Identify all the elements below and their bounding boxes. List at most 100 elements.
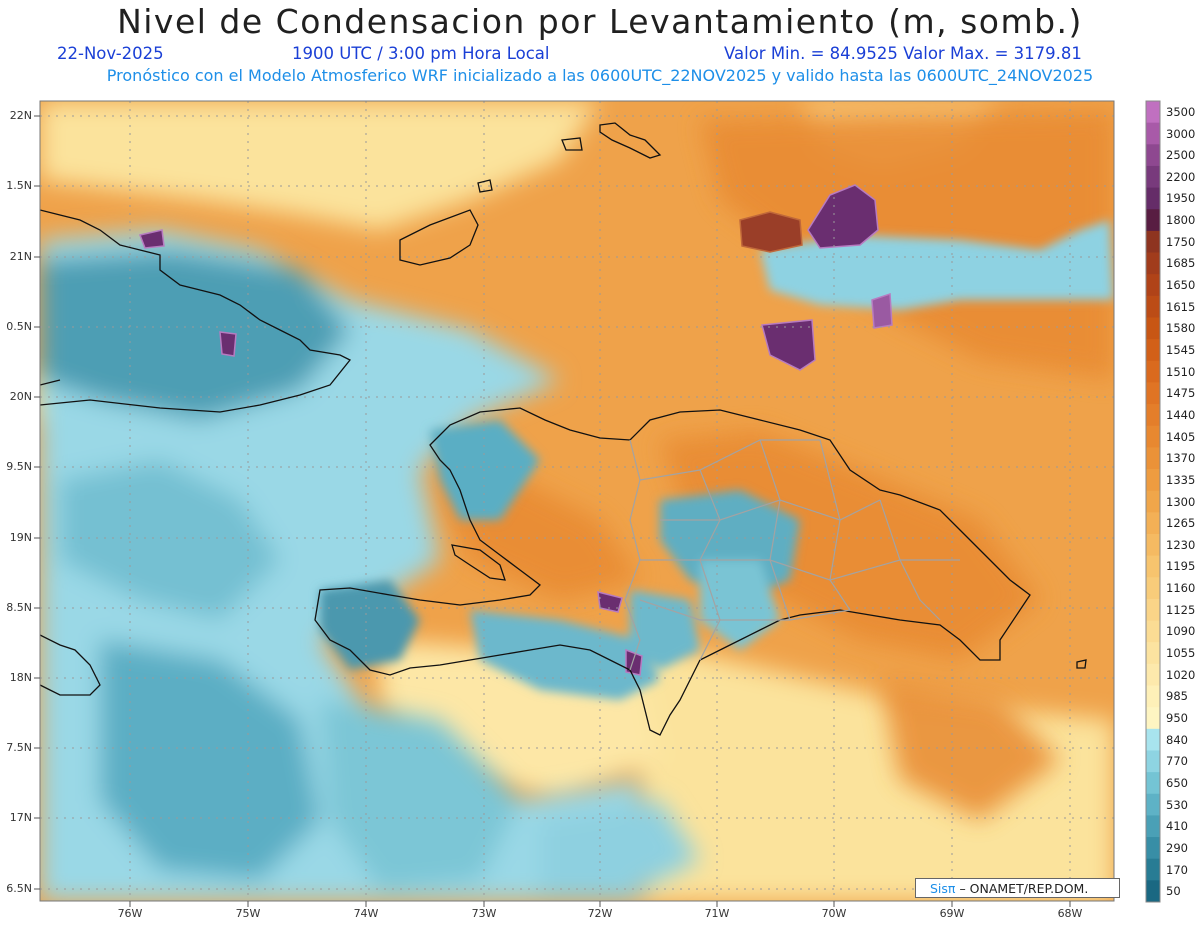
lat-label: 18N — [9, 671, 32, 684]
lat-label: 17N — [9, 811, 32, 824]
colorbar-frame — [1145, 100, 1161, 903]
colorbar-label: 290 — [1166, 840, 1188, 855]
colorbar-swatch — [1146, 598, 1160, 622]
lat-label: 6.5N — [6, 882, 32, 895]
colorbar-swatch — [1146, 880, 1160, 903]
colorbar-label: 50 — [1166, 884, 1181, 899]
lon-label: 73W — [471, 907, 497, 920]
lon-label: 76W — [117, 907, 143, 920]
province-borders — [624, 439, 960, 671]
colorbar-swatch — [1146, 209, 1160, 232]
colorbar-swatch — [1146, 187, 1160, 210]
colorbar-swatch — [1146, 490, 1160, 513]
lon-label: 72W — [587, 907, 613, 920]
lat-label: 20N — [9, 390, 32, 403]
shaded-field — [40, 101, 1114, 901]
colorbar-label: 1090 — [1166, 624, 1196, 639]
colorbar-swatch — [1146, 382, 1160, 405]
colorbar-swatch — [1146, 144, 1160, 167]
colorbar-label: 1950 — [1166, 191, 1196, 206]
colorbar-swatch — [1146, 620, 1160, 643]
lat-label: 9.5N — [6, 460, 32, 473]
min-max-label: Valor Min. = 84.9525 Valor Max. = 3179.8… — [724, 44, 1082, 63]
time-label: 1900 UTC / 3:00 pm Hora Local — [292, 44, 550, 63]
colorbar-label: 2200 — [1166, 169, 1196, 184]
colorbar-swatch — [1146, 252, 1160, 275]
colorbar-label: 1650 — [1166, 278, 1196, 292]
colorbar-label: 1160 — [1166, 581, 1196, 596]
colorbar-swatch — [1146, 230, 1160, 254]
colorbar-swatch — [1146, 404, 1160, 427]
colorbar-swatch — [1146, 837, 1160, 860]
colorbar-label: 1440 — [1166, 407, 1196, 422]
lon-label: 70W — [821, 907, 847, 920]
colorbar-label: 170 — [1166, 862, 1188, 877]
colorbar-label: 1230 — [1166, 537, 1196, 552]
colorbar-label: 1580 — [1166, 321, 1196, 336]
colorbar-swatch — [1146, 663, 1160, 687]
map-title: Nivel de Condensacion por Levantamiento … — [117, 2, 1083, 41]
colorbar-label: 1750 — [1166, 234, 1196, 249]
colorbar-label: 1510 — [1166, 364, 1196, 379]
lat-label: 19N — [9, 531, 32, 544]
colorbar-swatch — [1146, 815, 1160, 838]
lon-label: 71W — [704, 907, 730, 920]
colorbar-label: 1265 — [1166, 516, 1196, 531]
colorbar-label: 985 — [1166, 689, 1188, 704]
colorbar-label: 840 — [1166, 732, 1188, 747]
colorbar-swatch — [1146, 122, 1160, 145]
colorbar-label: 3000 — [1166, 126, 1196, 141]
colorbar-swatch — [1146, 360, 1160, 383]
colorbar-swatch — [1146, 793, 1160, 816]
colorbar-swatch — [1146, 317, 1160, 340]
colorbar-swatch — [1146, 707, 1160, 730]
colorbar-swatch — [1146, 165, 1160, 189]
colorbar-swatch — [1146, 295, 1160, 318]
colorbar-label: 530 — [1166, 797, 1188, 812]
colorbar-swatch — [1146, 642, 1160, 665]
colorbar-swatch — [1146, 555, 1160, 578]
lat-label: 22N — [9, 109, 32, 122]
colorbar-label: 1685 — [1166, 256, 1196, 271]
colorbar-label: 1020 — [1166, 667, 1196, 682]
coastlines — [40, 122, 1087, 736]
lat-label: 7.5N — [6, 741, 32, 754]
graticule — [40, 101, 1114, 901]
colorbar-swatch — [1146, 750, 1160, 773]
colorbar-label: 1615 — [1166, 299, 1196, 314]
colorbar-swatch — [1146, 425, 1160, 448]
colorbar-label: 2500 — [1166, 148, 1196, 163]
credit-text: – ONAMET/REP.DOM. — [959, 881, 1089, 896]
colorbar-label: 1125 — [1166, 602, 1196, 617]
colorbar-label: 770 — [1166, 754, 1188, 769]
credit-box: Sisπ – ONAMET/REP.DOM. — [915, 878, 1120, 898]
colorbar-swatch — [1146, 533, 1160, 557]
colorbar-swatch — [1146, 685, 1160, 708]
lon-label: 68W — [1057, 907, 1083, 920]
lon-label: 69W — [939, 907, 965, 920]
colorbar-label: 650 — [1166, 775, 1188, 790]
lat-label: 1.5N — [6, 179, 32, 192]
forecast-label: Pronóstico con el Modelo Atmosferico WRF… — [106, 66, 1094, 85]
colorbar-swatch — [1146, 512, 1160, 535]
colorbar-swatch — [1146, 772, 1160, 795]
colorbar-swatch — [1146, 469, 1160, 492]
colorbar-swatch — [1146, 728, 1160, 751]
colorbar-swatch — [1146, 577, 1160, 600]
colorbar-label: 1055 — [1166, 646, 1196, 660]
colorbar-swatch — [1146, 101, 1160, 124]
lat-label: 8.5N — [6, 601, 32, 614]
colorbar-label: 410 — [1166, 819, 1188, 834]
lat-label: 21N — [9, 250, 32, 263]
colorbar-label: 1545 — [1166, 343, 1196, 357]
colorbar-label: 1405 — [1166, 429, 1196, 444]
colorbar-swatch — [1146, 858, 1160, 881]
lon-label: 74W — [353, 907, 379, 920]
colorbar-swatch — [1146, 339, 1160, 362]
colorbar-swatch — [1146, 447, 1160, 470]
colorbar — [1145, 100, 1161, 903]
lon-label: 75W — [235, 907, 261, 920]
sispi-logo: Sisπ — [930, 881, 956, 896]
colorbar-label: 1195 — [1166, 559, 1196, 574]
